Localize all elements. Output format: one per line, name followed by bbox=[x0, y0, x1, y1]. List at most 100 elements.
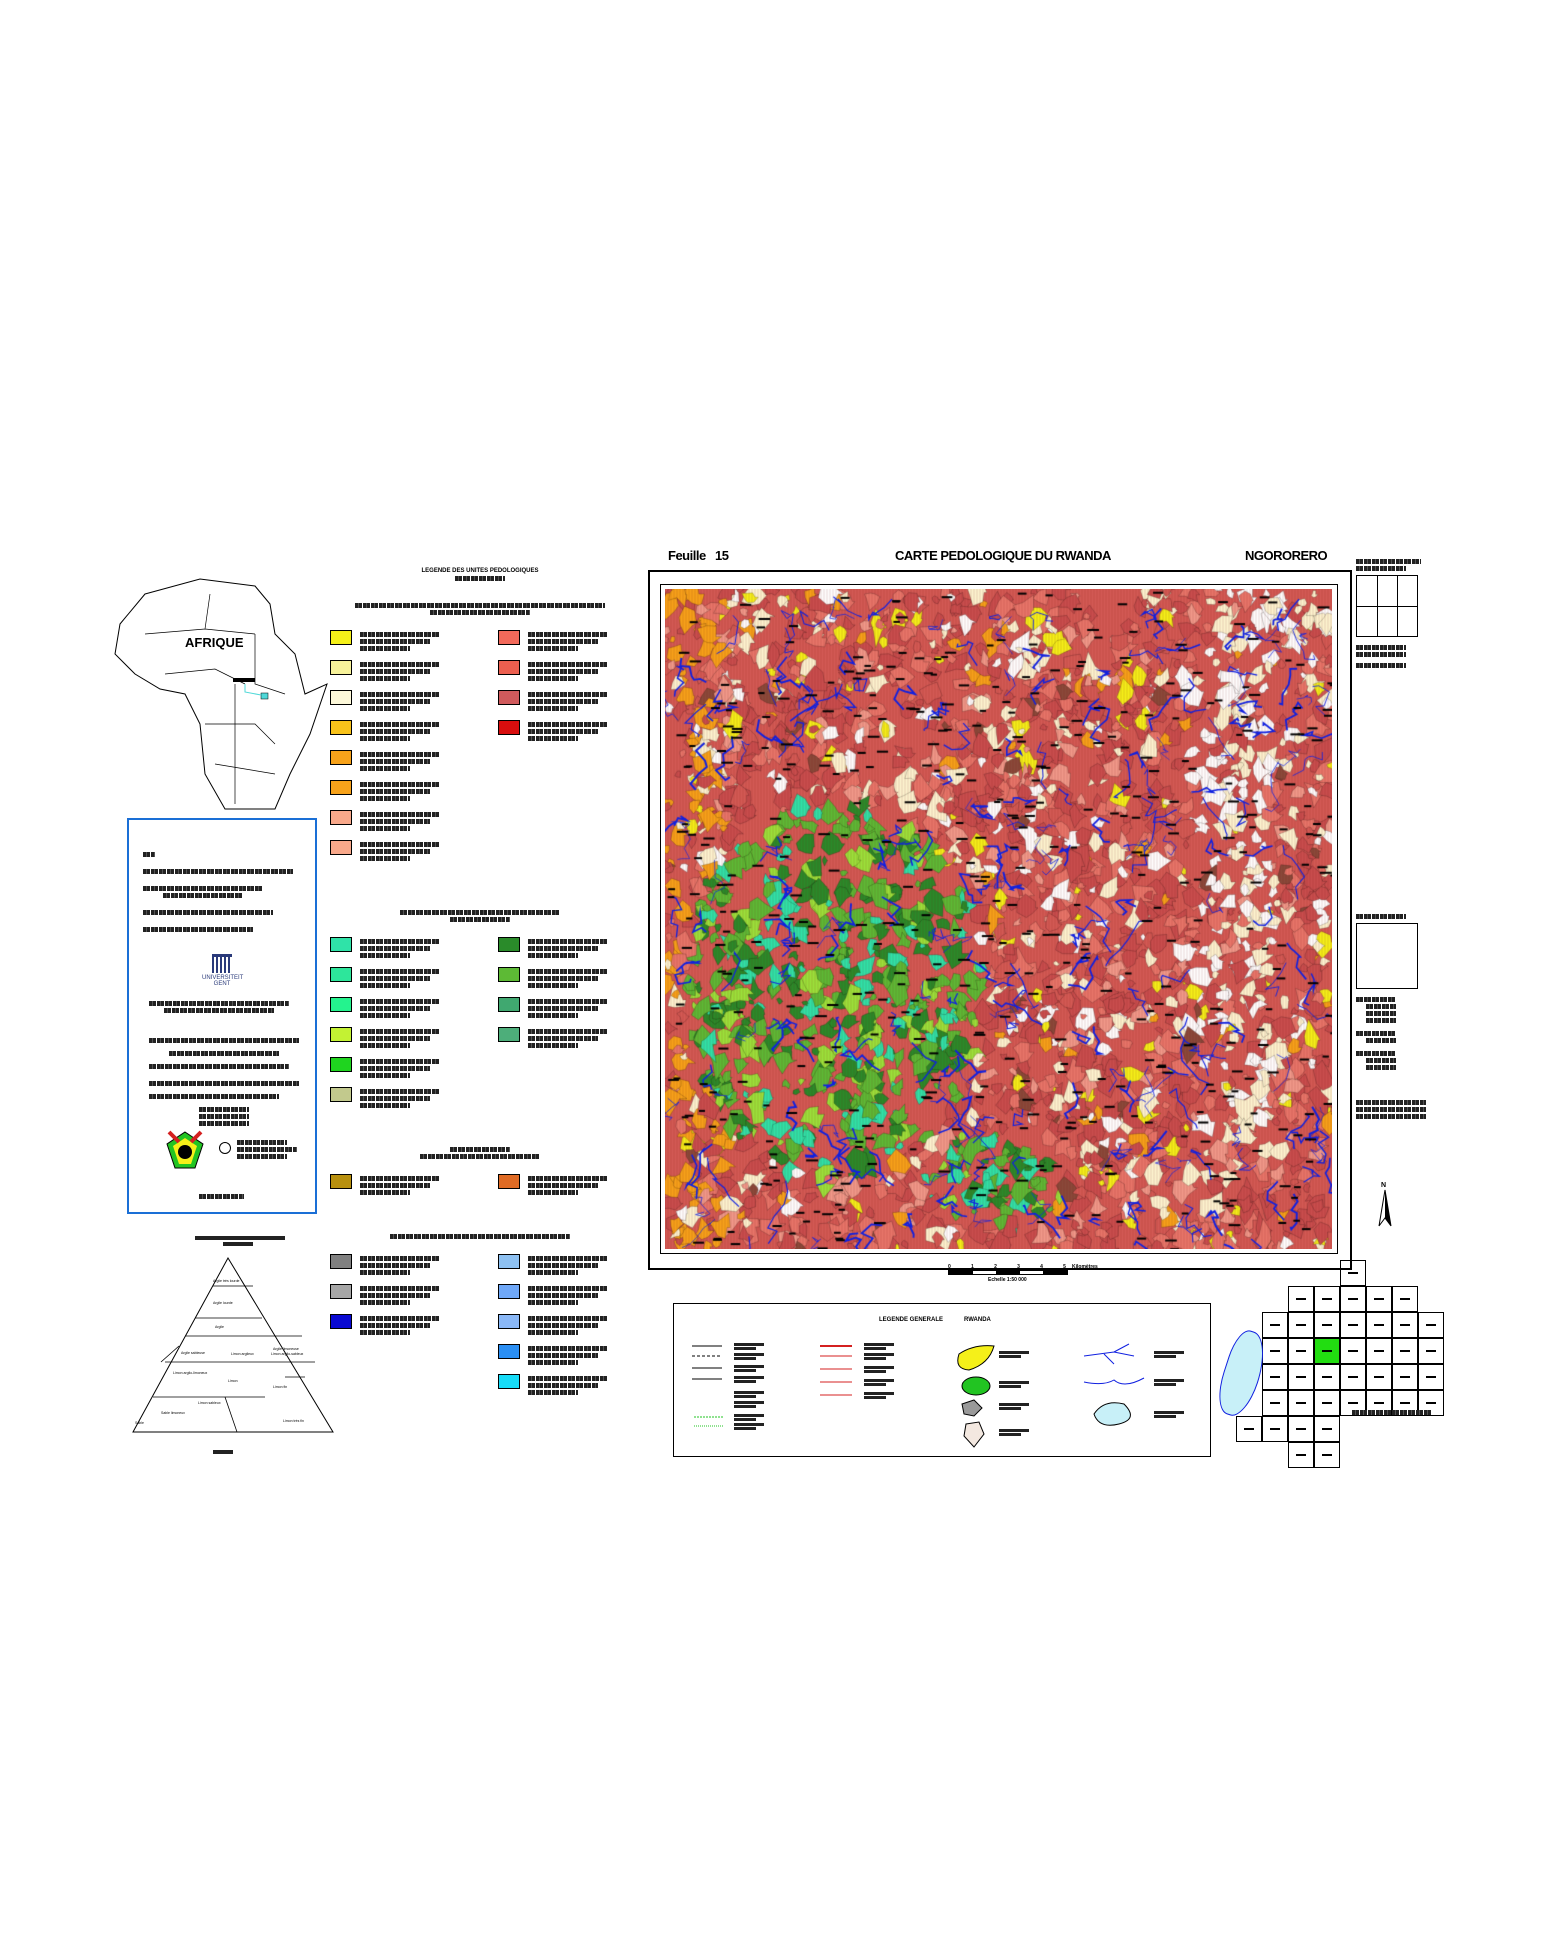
quarry-symbol bbox=[961, 1399, 983, 1417]
legend-entry bbox=[330, 1057, 462, 1080]
index-sheet-cell[interactable] bbox=[1314, 1364, 1340, 1390]
index-sheet-cell[interactable] bbox=[1288, 1416, 1314, 1442]
legend-entry bbox=[498, 690, 630, 713]
index-sheet-cell[interactable] bbox=[1340, 1312, 1366, 1338]
credits-panel: UNIVERSITEIT GENT bbox=[127, 818, 317, 1214]
index-sheet-cell[interactable] bbox=[1340, 1338, 1366, 1364]
index-sheet-cell[interactable] bbox=[1340, 1260, 1366, 1286]
index-sheet-cell[interactable] bbox=[1392, 1286, 1418, 1312]
index-sheet-cell[interactable] bbox=[1366, 1390, 1392, 1416]
legend-entry bbox=[330, 780, 462, 803]
index-sheet-cell[interactable] bbox=[1288, 1286, 1314, 1312]
index-sheet-cell[interactable] bbox=[1262, 1390, 1288, 1416]
texture-triangle: Argile très lourde Argile lourde Argile Arg… bbox=[132, 1236, 334, 1454]
legend-entry bbox=[498, 660, 630, 683]
index-sheet-cell[interactable] bbox=[1314, 1286, 1340, 1312]
legend-entry bbox=[498, 1344, 630, 1367]
index-sheet-cell[interactable] bbox=[1314, 1312, 1340, 1338]
scale-tick: 2 bbox=[994, 1264, 997, 1270]
texture-class-label: Argile lourde bbox=[213, 1301, 233, 1305]
index-sheet-cell[interactable] bbox=[1288, 1442, 1314, 1468]
legend-entry bbox=[330, 840, 462, 863]
marsh-symbol bbox=[957, 1345, 995, 1371]
general-legend: LEGENDE GENERALE RWANDA bbox=[673, 1303, 1211, 1457]
sheet-number: Feuille 15 bbox=[668, 548, 729, 563]
index-sheet-cell[interactable] bbox=[1262, 1338, 1288, 1364]
index-sheet-cell[interactable] bbox=[1418, 1364, 1444, 1390]
scale-unit: Kilomètres bbox=[1072, 1264, 1098, 1270]
index-sheet-cell[interactable] bbox=[1262, 1416, 1288, 1442]
legend-swatch bbox=[498, 967, 520, 982]
index-sheet-cell[interactable] bbox=[1236, 1416, 1262, 1442]
legend-swatch bbox=[498, 720, 520, 735]
legend-entry bbox=[330, 1284, 462, 1307]
legend-swatch bbox=[330, 997, 352, 1012]
index-sheet-cell[interactable] bbox=[1392, 1312, 1418, 1338]
legend-swatch bbox=[330, 630, 352, 645]
index-sheet-cell[interactable] bbox=[1392, 1390, 1418, 1416]
index-sheet-cell[interactable] bbox=[1288, 1338, 1314, 1364]
legend-swatch bbox=[498, 1254, 520, 1269]
adjacent-sheets-panel bbox=[1356, 557, 1426, 670]
texture-class-label: Limon argileux bbox=[231, 1352, 254, 1356]
index-sheet-cell[interactable] bbox=[1418, 1390, 1444, 1416]
legend-entry bbox=[498, 1374, 630, 1397]
index-sheet-cell[interactable] bbox=[1366, 1364, 1392, 1390]
index-sheet-cell[interactable] bbox=[1366, 1338, 1392, 1364]
university-logo: UNIVERSITEIT GENT bbox=[129, 954, 315, 987]
legend-entry bbox=[330, 1254, 462, 1277]
sheet-index-map bbox=[1211, 1240, 1462, 1470]
general-legend-title: LEGENDE GENERALE bbox=[879, 1317, 944, 1323]
legend-entry bbox=[498, 1027, 630, 1050]
index-sheet-cell[interactable] bbox=[1392, 1364, 1418, 1390]
texture-class-label: Limon très fin bbox=[283, 1419, 304, 1423]
index-current-sheet[interactable] bbox=[1314, 1338, 1340, 1364]
index-sheet-cell[interactable] bbox=[1288, 1312, 1314, 1338]
index-sheet-cell[interactable] bbox=[1366, 1286, 1392, 1312]
legend-entry bbox=[330, 1174, 462, 1197]
legend-swatch bbox=[330, 720, 352, 735]
texture-class-label: Argile très lourde bbox=[213, 1279, 240, 1283]
legend-swatch bbox=[330, 937, 352, 952]
rwanda-highlight bbox=[260, 692, 269, 700]
index-sheet-cell[interactable] bbox=[1288, 1364, 1314, 1390]
index-sheet-cell[interactable] bbox=[1262, 1364, 1288, 1390]
legend-swatch bbox=[330, 660, 352, 675]
index-sheet-cell[interactable] bbox=[1314, 1390, 1340, 1416]
scale-caption: Echelle 1:50 000 bbox=[988, 1277, 1027, 1283]
legend-swatch bbox=[498, 1374, 520, 1389]
index-sheet-cell[interactable] bbox=[1262, 1312, 1288, 1338]
soil-legend-title: LEGENDE DES UNITES PEDOLOGIQUES bbox=[421, 568, 539, 574]
legend-swatch bbox=[330, 1174, 352, 1189]
index-sheet-cell[interactable] bbox=[1340, 1286, 1366, 1312]
legend-entry bbox=[498, 997, 630, 1020]
legend-entry bbox=[330, 997, 462, 1020]
legend-swatch bbox=[330, 690, 352, 705]
legend-swatch bbox=[498, 1027, 520, 1042]
legend-swatch bbox=[330, 967, 352, 982]
legend-swatch bbox=[330, 1027, 352, 1042]
legend-swatch bbox=[330, 1314, 352, 1329]
index-sheet-cell[interactable] bbox=[1340, 1390, 1366, 1416]
map-neatline bbox=[660, 584, 1338, 1254]
index-sheet-cell[interactable] bbox=[1392, 1338, 1418, 1364]
index-sheet-cell[interactable] bbox=[1314, 1442, 1340, 1468]
legend-swatch bbox=[330, 750, 352, 765]
soil-map[interactable] bbox=[665, 589, 1332, 1249]
index-sheet-cell[interactable] bbox=[1418, 1312, 1444, 1338]
general-legend-subtitle: RWANDA bbox=[964, 1317, 991, 1323]
index-sheet-cell[interactable] bbox=[1340, 1364, 1366, 1390]
index-sheet-cell[interactable] bbox=[1418, 1338, 1444, 1364]
scale-tick: 1 bbox=[971, 1264, 974, 1270]
rwanda-label bbox=[233, 678, 255, 682]
legend-swatch bbox=[330, 1284, 352, 1299]
legend-swatch bbox=[498, 997, 520, 1012]
index-sheet-cell[interactable] bbox=[1288, 1390, 1314, 1416]
index-sheet-cell[interactable] bbox=[1314, 1416, 1340, 1442]
sheet-name: NGORORERO bbox=[1245, 548, 1328, 563]
scale-tick: 3 bbox=[1017, 1264, 1020, 1270]
legend-swatch bbox=[330, 1087, 352, 1102]
index-sheet-cell[interactable] bbox=[1366, 1312, 1392, 1338]
legend-entry bbox=[330, 690, 462, 713]
texture-class-label: Limon argilo-sableux bbox=[271, 1352, 304, 1356]
